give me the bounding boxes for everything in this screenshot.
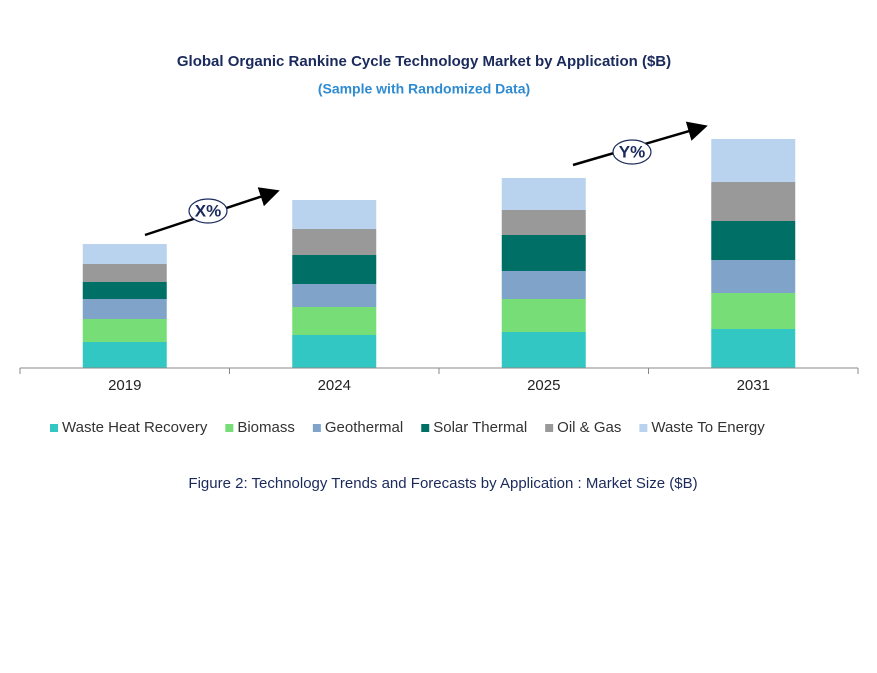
annotation-bubble: [612, 139, 652, 165]
chart-title: Global Organic Rankine Cycle Technology …: [177, 53, 671, 70]
bar-segment: [711, 260, 796, 293]
legend-label: Waste To Energy: [651, 419, 765, 436]
bar-segment: [82, 244, 167, 264]
legend-swatch: [421, 424, 430, 432]
plot-area: 2019 2024 2025 2031: [19, 139, 859, 394]
bar-segment: [711, 221, 796, 260]
bar-segment: [292, 200, 377, 229]
legend-label: Solar Thermal: [433, 419, 527, 436]
legend-label: Biomass: [237, 419, 295, 436]
legend-swatch: [545, 424, 554, 432]
bar-segment: [501, 299, 586, 332]
bar-segment: [82, 264, 167, 282]
annotation: Y%: [619, 142, 645, 161]
bar-segment: [82, 319, 167, 342]
bar-segment: [292, 255, 377, 284]
annotation: X%: [195, 201, 221, 220]
bar-segment: [292, 335, 377, 368]
x-tick-label: 2031: [737, 377, 770, 394]
bar-segment: [82, 282, 167, 299]
bar-segment: [501, 271, 586, 299]
legend: Waste Heat Recovery Biomass Geothermal Sola…: [50, 419, 765, 436]
bar-segment: [82, 299, 167, 319]
x-tick-label: 2019: [108, 377, 141, 394]
bar-segment: [501, 235, 586, 271]
x-tick-label: 2025: [527, 377, 560, 394]
bar-segment: [292, 229, 377, 255]
legend-swatch: [50, 424, 58, 432]
legend-label: Geothermal: [325, 419, 403, 436]
legend-swatch: [639, 424, 648, 432]
legend-label: Waste Heat Recovery: [62, 419, 208, 436]
legend-swatch: [225, 424, 234, 432]
bar-segment: [711, 329, 796, 368]
bar-segment: [292, 284, 377, 307]
bar-segment: [501, 332, 586, 368]
bar-segment: [82, 342, 167, 368]
annotation-bubble: [188, 198, 228, 224]
bar-segment: [501, 178, 586, 210]
bar-segment: [501, 210, 586, 235]
legend-label: Oil & Gas: [557, 419, 621, 436]
caption: Figure 2: Technology Trends and Forecast…: [188, 475, 697, 492]
x-tick-label: 2024: [318, 377, 351, 394]
bar-segment: [711, 293, 796, 329]
bar-segment: [711, 139, 796, 182]
bar-segment: [711, 182, 796, 221]
legend-swatch: [312, 424, 321, 432]
bar-segment: [292, 307, 377, 335]
chart-subtitle: (Sample with Randomized Data): [318, 81, 530, 97]
